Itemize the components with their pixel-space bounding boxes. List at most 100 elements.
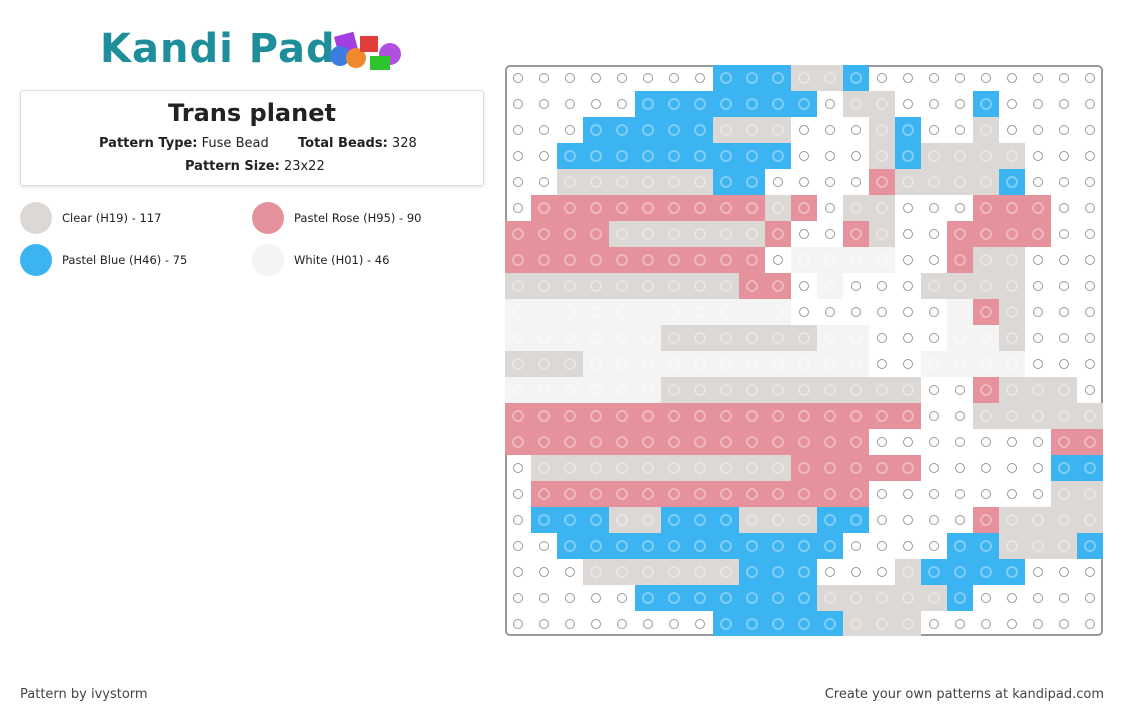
bead-hole: [798, 436, 810, 448]
bead: [661, 91, 687, 117]
empty-peg: [1085, 99, 1095, 109]
bead-hole: [538, 436, 550, 448]
bead: [869, 143, 895, 169]
bead-hole: [694, 176, 706, 188]
bead-hole: [564, 254, 576, 266]
bead-hole: [1006, 540, 1018, 552]
bead: [869, 195, 895, 221]
bead-hole: [538, 358, 550, 370]
bead: [1077, 533, 1103, 559]
bead: [739, 585, 765, 611]
bead: [713, 65, 739, 91]
empty-peg: [565, 619, 575, 629]
bead: [947, 169, 973, 195]
bead: [947, 559, 973, 585]
bead: [999, 299, 1025, 325]
bead: [791, 351, 817, 377]
bead: [739, 507, 765, 533]
bead-hole: [772, 384, 784, 396]
empty-peg: [513, 541, 523, 551]
bead-hole: [616, 176, 628, 188]
empty-peg: [1033, 177, 1043, 187]
bead-hole: [616, 540, 628, 552]
empty-peg: [903, 203, 913, 213]
empty-peg: [513, 125, 523, 135]
bead-hole: [538, 488, 550, 500]
bead-hole: [1006, 566, 1018, 578]
bead: [791, 481, 817, 507]
empty-peg: [617, 593, 627, 603]
bead: [687, 377, 713, 403]
bead-hole: [642, 514, 654, 526]
bead-hole: [746, 462, 758, 474]
bead-hole: [590, 488, 602, 500]
bead-hole: [668, 280, 680, 292]
bead-hole: [798, 254, 810, 266]
empty-peg: [1033, 255, 1043, 265]
bead: [713, 195, 739, 221]
bead: [791, 559, 817, 585]
bead: [661, 117, 687, 143]
bead: [921, 559, 947, 585]
bead: [739, 455, 765, 481]
bead: [947, 143, 973, 169]
bead: [609, 221, 635, 247]
bead: [791, 377, 817, 403]
empty-peg: [981, 593, 991, 603]
bead-hole: [694, 254, 706, 266]
bead-hole: [824, 280, 836, 292]
bead-hole: [876, 124, 888, 136]
bead: [973, 507, 999, 533]
bead: [557, 481, 583, 507]
bead: [661, 481, 687, 507]
bead: [999, 377, 1025, 403]
bead-hole: [512, 228, 524, 240]
bead-hole: [694, 566, 706, 578]
bead: [583, 455, 609, 481]
bead: [999, 403, 1025, 429]
bead-hole: [798, 566, 810, 578]
bead-hole: [850, 410, 862, 422]
bead-hole: [694, 488, 706, 500]
footer-link[interactable]: Create your own patterns at kandipad.com: [824, 687, 1104, 702]
bead-hole: [642, 176, 654, 188]
bead-hole: [590, 228, 602, 240]
bead: [739, 611, 765, 636]
bead: [687, 273, 713, 299]
bead: [739, 559, 765, 585]
bead-hole: [564, 150, 576, 162]
pattern-card: Trans planet Pattern Type: Fuse Bead Tot…: [20, 90, 484, 186]
bead-hole: [642, 358, 654, 370]
bead-hole: [850, 514, 862, 526]
bead: [739, 117, 765, 143]
bead-hole: [1058, 488, 1070, 500]
bead: [583, 273, 609, 299]
bead-hole: [720, 124, 732, 136]
bead-hole: [668, 124, 680, 136]
empty-peg: [1033, 359, 1043, 369]
bead: [791, 611, 817, 636]
empty-peg: [955, 385, 965, 395]
bead-hole: [538, 254, 550, 266]
bead: [973, 169, 999, 195]
bead: [505, 403, 531, 429]
empty-peg: [825, 203, 835, 213]
bead-hole: [772, 306, 784, 318]
logo[interactable]: Kandi Pad: [100, 26, 336, 72]
bead-hole: [902, 566, 914, 578]
bead-hole: [616, 202, 628, 214]
bead-hole: [642, 202, 654, 214]
label: Pattern Type:: [99, 136, 198, 151]
empty-peg: [1033, 151, 1043, 161]
bead-hole: [772, 514, 784, 526]
empty-peg: [565, 593, 575, 603]
bead: [869, 221, 895, 247]
empty-peg: [1085, 385, 1095, 395]
bead-hole: [1006, 228, 1018, 240]
bead-hole: [772, 202, 784, 214]
bead-hole: [642, 384, 654, 396]
bead-hole: [954, 254, 966, 266]
bead: [1051, 533, 1077, 559]
bead-hole: [564, 176, 576, 188]
bead-hole: [824, 592, 836, 604]
